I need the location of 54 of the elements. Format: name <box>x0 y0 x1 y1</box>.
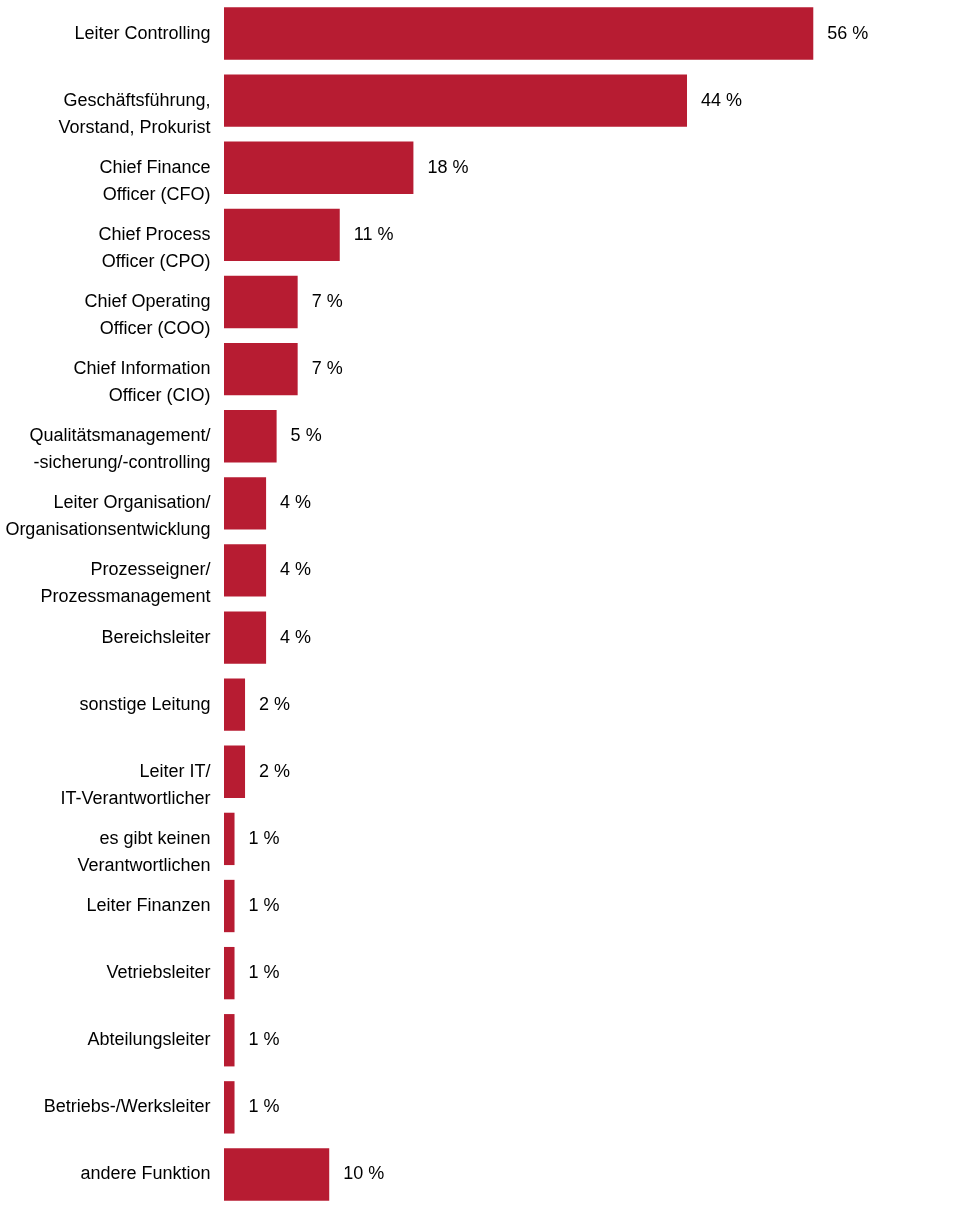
data-label: 4 % <box>280 492 312 513</box>
bar <box>224 7 814 60</box>
y-tick-label: Vetriebsleiter <box>106 962 211 983</box>
y-tick-label: Chief Information Officer (CIO) <box>73 358 211 406</box>
data-label: 10 % <box>343 1163 385 1184</box>
bar <box>224 410 277 463</box>
y-tick-label: Bereichsleiter <box>101 626 211 647</box>
y-tick-label: Chief Operating Officer (COO) <box>84 290 211 338</box>
bar <box>224 1081 235 1134</box>
y-tick-label: Chief Finance Officer (CFO) <box>99 156 211 204</box>
y-tick-label: Betriebs-/Werksleiter <box>43 1096 211 1117</box>
data-label: 1 % <box>248 1096 280 1117</box>
bar <box>224 812 235 866</box>
bar <box>224 74 688 127</box>
bar <box>224 342 298 396</box>
data-label: 18 % <box>427 156 469 177</box>
data-label: 7 % <box>311 290 343 311</box>
y-tick-label: Leiter Finanzen <box>86 895 211 916</box>
data-label: 56 % <box>827 22 869 43</box>
y-tick-label: Leiter Controlling <box>74 22 211 43</box>
data-label: 1 % <box>248 827 280 848</box>
bar <box>224 611 267 664</box>
y-tick-label: Geschäftsführung, Vorstand, Prokurist <box>58 89 211 137</box>
y-tick-label: andere Funktion <box>80 1163 211 1184</box>
data-label: 4 % <box>280 559 312 580</box>
bar <box>224 477 267 530</box>
y-tick-label: sonstige Leitung <box>79 693 211 714</box>
bar <box>224 1148 330 1201</box>
y-tick-label: Abteilungsleiter <box>87 1029 211 1050</box>
data-label: 11 % <box>353 223 394 244</box>
y-tick-label: Leiter Organisation/ Organisationsentwicklung <box>5 492 211 540</box>
y-tick-label: Qualitätsmanagement/ -sicherung/-controlling <box>29 425 211 473</box>
data-label: 7 % <box>311 358 343 379</box>
bar <box>224 946 235 1000</box>
y-tick-label: Prozesseigner/ Prozessmanagement <box>40 559 211 607</box>
bar <box>224 544 267 597</box>
y-tick-label: Chief Process Officer (CPO) <box>98 223 211 271</box>
data-label: 4 % <box>280 626 312 647</box>
bar <box>224 678 246 731</box>
bar <box>224 275 298 329</box>
data-label: 1 % <box>248 895 280 916</box>
data-label: 44 % <box>701 89 743 110</box>
y-tick-label: es gibt keinen Verantwortlichen <box>77 827 211 875</box>
bar <box>224 141 414 194</box>
bar <box>224 1014 235 1067</box>
data-label: 2 % <box>259 693 291 714</box>
data-label: 2 % <box>259 760 291 781</box>
bar <box>224 208 340 262</box>
data-label: 1 % <box>248 1029 280 1050</box>
y-tick-label: Leiter IT/ IT-Verantwortlicher <box>60 760 211 808</box>
bar <box>224 745 246 798</box>
data-label: 1 % <box>248 962 280 983</box>
bar <box>224 879 235 933</box>
data-label: 5 % <box>290 425 322 446</box>
